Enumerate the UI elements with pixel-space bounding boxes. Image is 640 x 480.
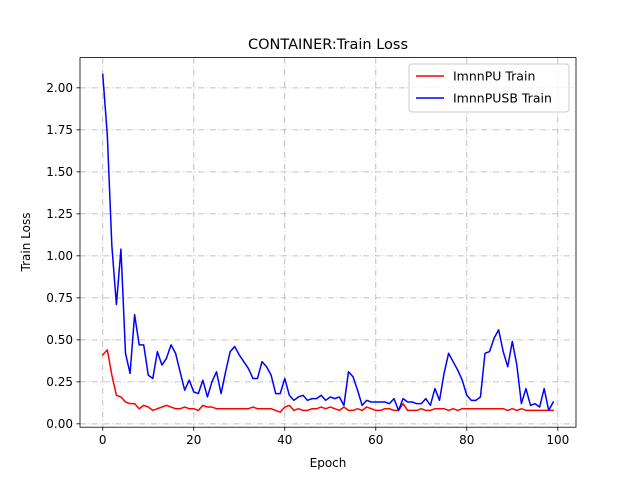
y-tick-label: 1.00 [46,249,73,263]
x-tick-label: 80 [459,433,474,447]
legend-label-imnnpu: ImnnPU Train [453,69,535,84]
legend: ImnnPU Train ImnnPUSB Train [408,63,570,113]
y-tick-label: 0.00 [46,417,73,431]
legend-label-imnnpusb: ImnnPUSB Train [453,91,552,106]
y-tick-label: 0.75 [46,291,73,305]
y-tick-label: 0.25 [46,375,73,389]
y-tick-label: 1.75 [46,123,73,137]
legend-box [408,63,570,113]
y-tick-label: 2.00 [46,81,73,95]
series-line-imnnpu-train [101,349,554,413]
y-tick-label: 1.50 [46,165,73,179]
plot-frame [79,57,577,428]
x-tick-label: 100 [546,433,569,447]
x-tick-label: 0 [99,433,107,447]
x-tick-label: 60 [368,433,383,447]
y-axis-label: Train Loss [19,213,33,273]
x-axis-label: Epoch [310,456,347,470]
x-tick-label: 20 [186,433,201,447]
y-tick-label: 1.25 [46,207,73,221]
axis-ticks: 0 20 40 60 80 100 0.00 0.25 0.50 0.75 1.00 1.25 1.50… [46,81,569,447]
y-tick-label: 0.50 [46,333,73,347]
series-lines [101,73,555,413]
series-line-imnnpusb-train [101,73,555,412]
chart-title: CONTAINER:Train Loss [248,37,408,53]
x-tick-label: 40 [277,433,292,447]
